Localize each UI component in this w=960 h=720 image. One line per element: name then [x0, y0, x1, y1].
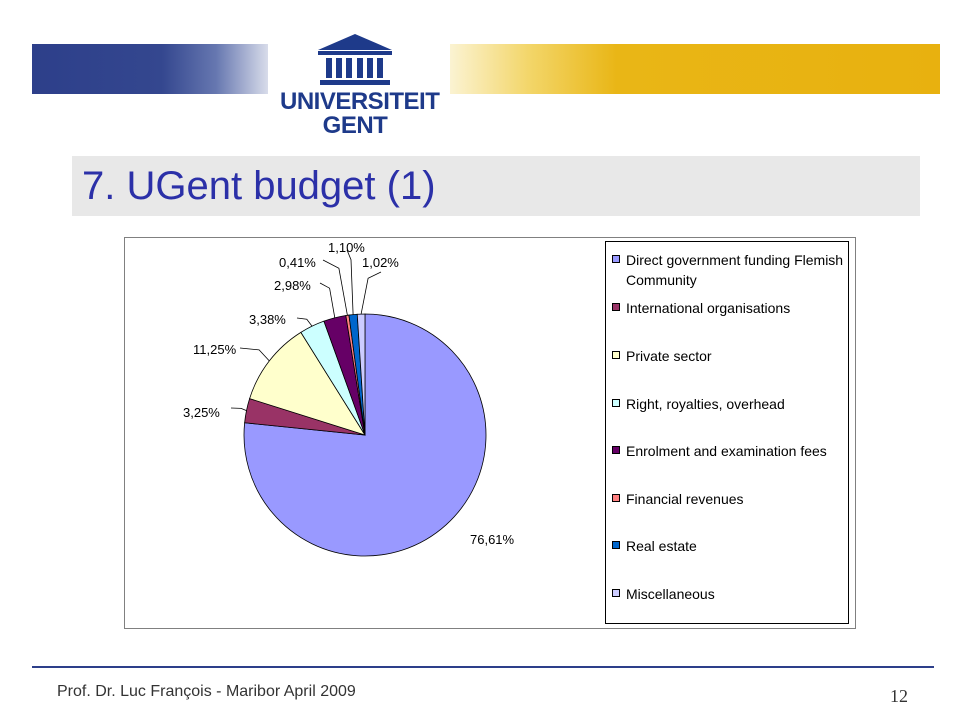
- legend-swatch: [612, 255, 620, 263]
- data-label-right-royalties-overhead: 3,38%: [249, 312, 286, 327]
- leader-line-private-sector: [239, 347, 270, 362]
- leader-line-real-estate: [346, 249, 354, 315]
- logo-text-university: UNIVERSITEIT: [280, 88, 440, 115]
- legend-label: Right, royalties, overhead: [626, 396, 785, 412]
- data-label-enrolment-and-examination-fees: 2,98%: [274, 278, 311, 293]
- data-label-miscellaneous: 1,02%: [362, 255, 399, 270]
- legend-label: Financial revenues: [626, 491, 744, 507]
- pie-slice-private-sector: [249, 331, 366, 436]
- legend-label: Private sector: [626, 348, 712, 364]
- data-label-direct-government-funding-flemish-community: 76,61%: [470, 532, 515, 547]
- slide-title: 7. UGent budget (1): [82, 164, 436, 208]
- data-label-international-organisations: 3,25%: [183, 405, 220, 420]
- legend-label: International organisations: [626, 300, 791, 316]
- university-logo: UNIVERSITEIT GENT: [280, 30, 440, 139]
- legend-swatch: [612, 351, 620, 359]
- data-label-financial-revenues: 0,41%: [279, 255, 316, 270]
- legend-swatch: [612, 399, 620, 407]
- legend-swatch: [612, 303, 620, 311]
- banner-right: [450, 44, 940, 94]
- legend-label: Enrolment and examination fees: [626, 443, 827, 459]
- leader-line-international-organisations: [230, 407, 247, 411]
- leader-line-miscellaneous: [360, 271, 382, 315]
- data-label-real-estate: 1,10%: [328, 240, 365, 255]
- legend-label: Real estate: [626, 538, 697, 554]
- legend-swatch: [612, 541, 620, 549]
- banner-left: [32, 44, 268, 94]
- legend-label: Miscellaneous: [626, 586, 715, 602]
- legend-swatch: [612, 494, 620, 502]
- pie-chart: 76,61% 3,25% 11,25% 3,38% 2,98% 0,41% 1,10% 1,0…: [124, 237, 856, 629]
- leader-line-enrolment-and-examination-fees: [319, 282, 336, 318]
- footer-divider: [32, 666, 934, 668]
- building-icon: [318, 34, 392, 85]
- leader-line-financial-revenues: [322, 259, 348, 316]
- data-label-private-sector: 11,25%: [193, 342, 237, 357]
- legend-swatch: [612, 589, 620, 597]
- page-number: 12: [890, 686, 908, 706]
- legend-label: Direct government funding Flemish Commun…: [626, 252, 844, 288]
- pie-chart-svg: 76,61% 3,25% 11,25% 3,38% 2,98% 0,41% 1,10%1,0…: [183, 240, 515, 557]
- title-band: 7. UGent budget (1): [72, 156, 920, 216]
- logo-text-gent: GENT: [322, 112, 388, 139]
- leader-line-right-royalties-overhead: [296, 317, 313, 327]
- chart-legend: Direct government funding Flemish Commun…: [605, 241, 849, 624]
- footer-author: Prof. Dr. Luc François - Maribor April 2…: [57, 683, 356, 700]
- legend-swatch: [612, 446, 620, 454]
